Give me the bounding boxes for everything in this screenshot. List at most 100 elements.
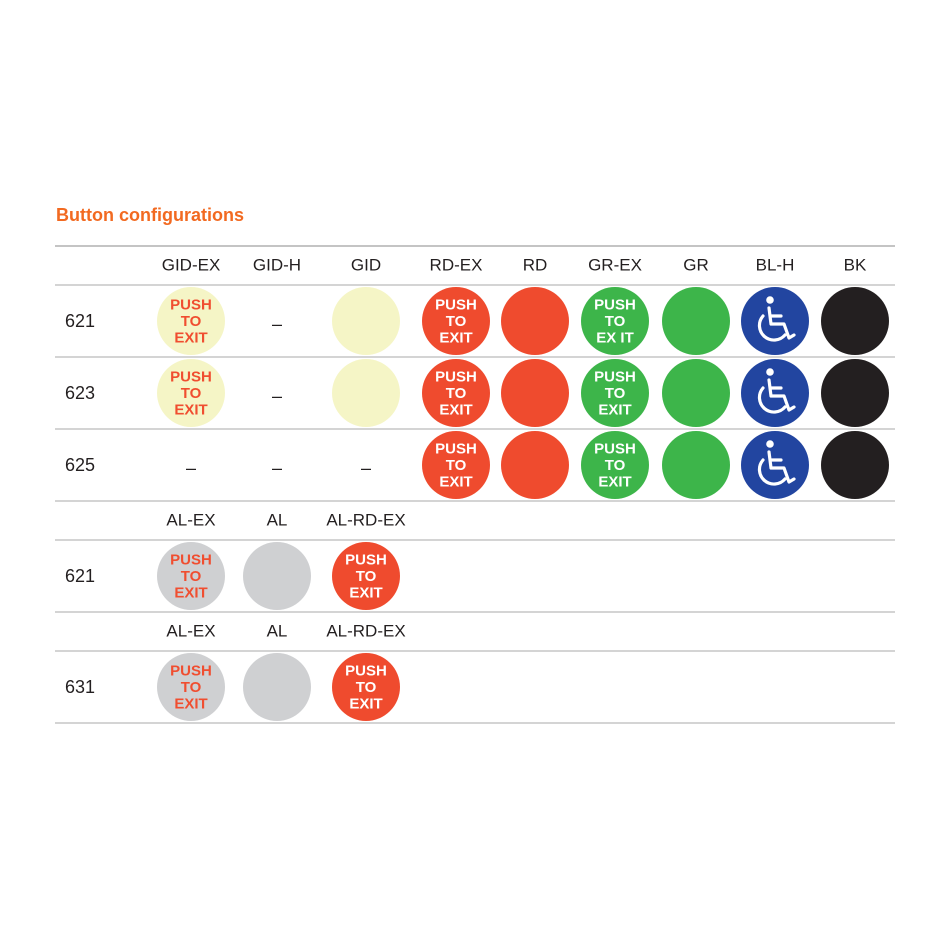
icon-body: [767, 450, 796, 484]
column-header: AL-EX: [166, 510, 215, 529]
button-text: PUSH: [170, 551, 212, 568]
button-face: [821, 287, 889, 355]
button-face: [332, 542, 400, 610]
button-face: [501, 359, 569, 427]
button-text: EXIT: [439, 473, 472, 490]
button-text: EXIT: [598, 473, 631, 490]
button-face: [243, 542, 311, 610]
button-face: [741, 431, 809, 499]
button-text: PUSH: [435, 368, 477, 385]
column-header: AL: [267, 621, 288, 640]
button-face: [422, 431, 490, 499]
button-text: TO: [605, 457, 626, 474]
column-header: GID-H: [253, 255, 301, 274]
button-text: TO: [605, 385, 626, 402]
button-text: PUSH: [170, 296, 212, 313]
button: [741, 359, 809, 427]
empty-cell: –: [272, 458, 282, 478]
column-header: GR-EX: [588, 255, 642, 274]
button-text: EXIT: [174, 401, 207, 418]
wheelchair-icon: [757, 368, 796, 414]
button-text: PUSH: [594, 368, 636, 385]
button-text: TO: [356, 679, 377, 696]
title: Button configurations: [56, 205, 244, 225]
button-face: [662, 359, 730, 427]
button: [501, 431, 569, 499]
button-text: TO: [181, 385, 202, 402]
button-text: EXIT: [349, 695, 382, 712]
button: [741, 287, 809, 355]
button-face: [821, 431, 889, 499]
button-face: [662, 287, 730, 355]
button: [821, 359, 889, 427]
icon-body: [767, 306, 796, 340]
button-text: PUSH: [345, 551, 387, 568]
button-text: TO: [605, 313, 626, 330]
button-face: [332, 359, 400, 427]
column-header: GID-EX: [162, 255, 221, 274]
button-face: [581, 431, 649, 499]
button-face: [243, 653, 311, 721]
empty-cell: –: [272, 314, 282, 334]
row-label: 625: [65, 455, 95, 475]
button-text: EXIT: [174, 584, 207, 601]
button-text: TO: [181, 568, 202, 585]
empty-cell: –: [186, 458, 196, 478]
button-text: TO: [446, 457, 467, 474]
button: [243, 542, 311, 610]
button: [741, 431, 809, 499]
button-text: EXIT: [349, 584, 382, 601]
button: [501, 287, 569, 355]
button-text: PUSH: [435, 440, 477, 457]
row-label: 621: [65, 566, 95, 586]
row-label: 621: [65, 311, 95, 331]
button-face: [501, 287, 569, 355]
button-face: [157, 359, 225, 427]
column-header: BL-H: [756, 255, 795, 274]
button: [243, 653, 311, 721]
button-face: [821, 359, 889, 427]
button: [821, 287, 889, 355]
button: [662, 287, 730, 355]
column-header: AL: [267, 510, 288, 529]
button-text: EXIT: [174, 695, 207, 712]
empty-cell: –: [272, 386, 282, 406]
icon-head: [766, 296, 774, 304]
button-face: [741, 287, 809, 355]
column-header: AL-RD-EX: [326, 621, 405, 640]
button-text: EX IT: [596, 329, 634, 346]
icon-body: [767, 378, 796, 412]
button-face: [157, 653, 225, 721]
wheelchair-icon: [757, 296, 796, 342]
button-text: PUSH: [594, 440, 636, 457]
button-text: TO: [356, 568, 377, 585]
button-face: [501, 431, 569, 499]
button-text: EXIT: [598, 401, 631, 418]
button-text: EXIT: [174, 329, 207, 346]
button-text: PUSH: [345, 662, 387, 679]
column-header: RD: [523, 255, 548, 274]
button-text: TO: [181, 679, 202, 696]
button-text: TO: [446, 313, 467, 330]
button-face: [332, 287, 400, 355]
button-text: TO: [181, 313, 202, 330]
icon-wheel: [757, 314, 787, 342]
column-header: BK: [844, 255, 867, 274]
button: [332, 287, 400, 355]
button-face: [422, 359, 490, 427]
button-face: [662, 431, 730, 499]
button: [662, 359, 730, 427]
button-face: [332, 653, 400, 721]
button-text: PUSH: [170, 662, 212, 679]
button-face: [422, 287, 490, 355]
